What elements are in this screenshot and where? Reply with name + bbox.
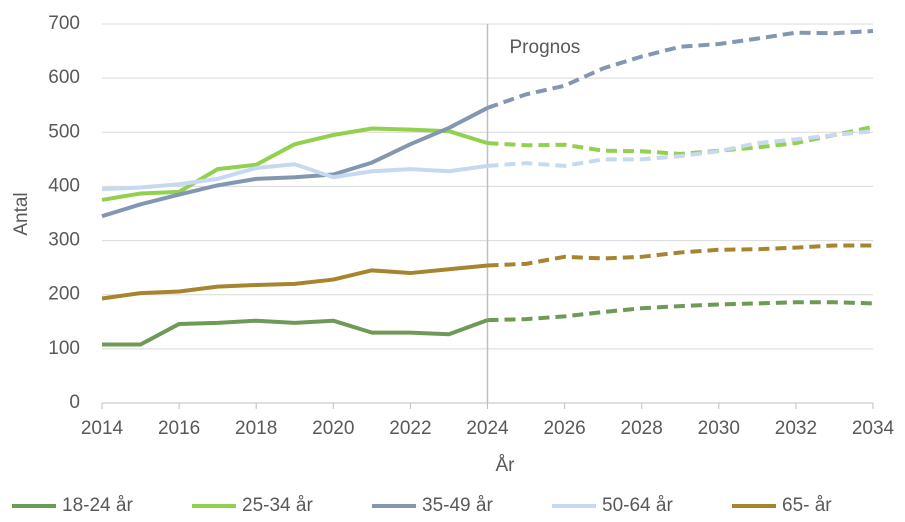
legend-label: 25-34 år <box>242 495 313 516</box>
x-tick-label: 2028 <box>621 418 663 439</box>
forecast-line <box>487 124 874 156</box>
series-line <box>102 318 489 347</box>
y-tick-label: 0 <box>69 392 80 413</box>
series-line <box>101 106 489 219</box>
legend-label: 50-64 år <box>602 495 673 516</box>
y-tick-label: 300 <box>48 230 80 251</box>
series-line <box>101 263 488 301</box>
x-axis-label: År <box>496 455 516 476</box>
series-line <box>101 162 488 192</box>
annotation: Prognos <box>510 37 581 58</box>
series-line <box>101 126 489 202</box>
legend-label: 65- år <box>782 495 832 516</box>
y-tick-label: 400 <box>48 175 80 196</box>
y-tick-label: 700 <box>48 13 80 34</box>
x-tick-label: 2024 <box>466 418 509 439</box>
legend-label: 18-24 år <box>62 495 133 516</box>
y-axis-label: Antal <box>11 192 32 235</box>
forecast-line <box>487 300 874 323</box>
x-tick-label: 2026 <box>543 418 585 439</box>
x-tick-label: 2016 <box>158 418 200 439</box>
y-tick-label: 100 <box>48 338 80 359</box>
x-tick-label: 2030 <box>698 418 740 439</box>
y-tick-label: 500 <box>48 121 80 142</box>
forecast-line <box>487 243 873 268</box>
x-tick-label: 2034 <box>852 418 895 439</box>
y-tick-label: 600 <box>48 67 80 88</box>
x-tick-label: 2014 <box>81 418 124 439</box>
legend-label: 35-49 år <box>422 495 493 516</box>
x-tick-label: 2020 <box>312 418 354 439</box>
y-tick-label: 200 <box>48 284 80 305</box>
forecast-line <box>487 129 874 168</box>
x-tick-label: 2022 <box>389 418 431 439</box>
x-tick-label: 2032 <box>775 418 817 439</box>
forecast-line <box>486 29 874 110</box>
x-tick-label: 2018 <box>235 418 277 439</box>
